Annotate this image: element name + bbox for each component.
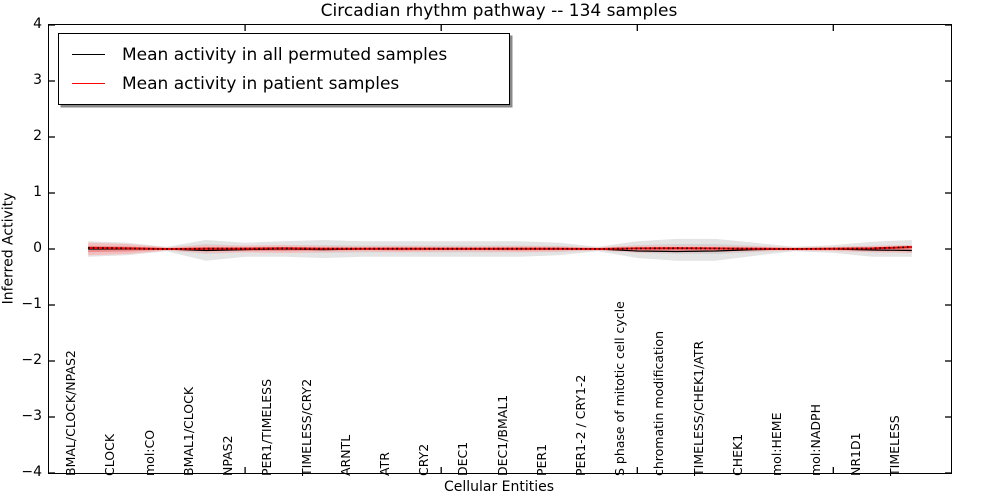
legend-item-permuted: Mean activity in all permuted samples [72, 40, 509, 69]
y-tick-label: 4 [33, 16, 42, 32]
legend-label-patient: Mean activity in patient samples [122, 73, 400, 94]
y-tick-label: 3 [33, 72, 42, 88]
mean-line-dotted-overlay [88, 246, 912, 250]
entity-label: PER1/TIMELESS [259, 378, 275, 476]
entity-label: PER1-2 / CRY1-2 [573, 374, 589, 476]
y-tick-label: −4 [21, 464, 42, 480]
entity-label: chromatin modification [651, 331, 667, 476]
chart-title: Circadian rhythm pathway -- 134 samples [320, 1, 678, 21]
entity-label: mol:HEME [769, 412, 785, 477]
x-axis-label: Cellular Entities [443, 479, 555, 495]
entity-label: S phase of mitotic cell cycle [612, 301, 628, 476]
y-tick-label: −1 [21, 296, 42, 312]
chart-canvas [49, 25, 951, 473]
y-tick-label: −2 [21, 352, 42, 368]
entity-label: ATR [376, 452, 392, 476]
plot-area: Mean activity in all permuted samples Me… [48, 24, 952, 474]
entity-label: NPAS2 [220, 435, 236, 476]
entity-label: NR1D1 [847, 432, 863, 476]
y-tick-label: −3 [21, 408, 42, 424]
legend: Mean activity in all permuted samples Me… [58, 33, 510, 105]
entity-label: CLOCK [102, 433, 118, 476]
legend-label-permuted: Mean activity in all permuted samples [122, 44, 448, 65]
y-tick-label: 2 [33, 128, 42, 144]
legend-line-sample-red [72, 83, 105, 84]
entity-label: CHEK1 [729, 433, 745, 476]
entity-label: DEC1/BMAL1 [494, 394, 510, 476]
entity-label: BMAL/CLOCK/NPAS2 [63, 350, 79, 476]
entity-label: TIMELESS/CHEK1/ATR [690, 340, 706, 476]
entity-label: DEC1 [455, 441, 471, 476]
entity-label: TIMELESS [886, 415, 902, 476]
entity-label: BMAL1/CLOCK [180, 386, 196, 476]
y-tick-label: 1 [33, 184, 42, 200]
entity-label: CRY2 [416, 443, 432, 476]
entity-label: TIMELESS/CRY2 [298, 378, 314, 476]
entity-label: PER1 [533, 443, 549, 476]
entity-label: ARNTL [337, 434, 353, 476]
entity-label: mol:NADPH [808, 404, 824, 476]
y-tick-label: 0 [33, 240, 42, 256]
legend-line-sample-black [72, 54, 105, 55]
entity-label: mol:CO [141, 429, 157, 476]
legend-item-patient: Mean activity in patient samples [72, 69, 509, 98]
